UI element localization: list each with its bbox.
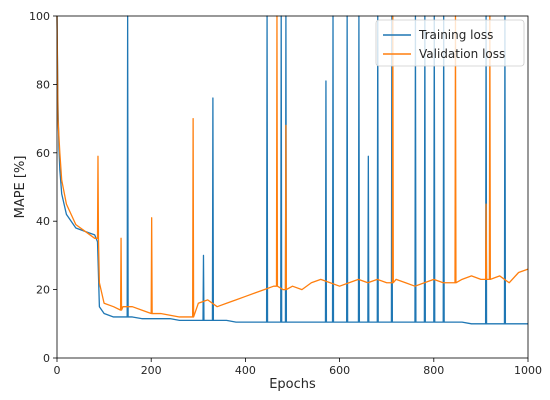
legend: Training loss Validation loss: [375, 19, 525, 67]
x-tick-label: 600: [329, 364, 350, 377]
legend-label-validation-loss: Validation loss: [419, 47, 505, 61]
y-axis-label: MAPE [%]: [13, 156, 28, 219]
x-tick-label: 400: [235, 364, 256, 377]
x-tick-label: 1000: [514, 364, 542, 377]
x-axis-label: Epochs: [269, 377, 316, 392]
plot-background: [57, 16, 528, 358]
y-axis: 0 20 40 60 80 100: [29, 10, 57, 365]
y-tick-label: 0: [43, 352, 50, 365]
plot-frame: [56, 15, 529, 359]
y-tick-label: 60: [36, 147, 50, 160]
y-tick-label: 100: [29, 10, 50, 23]
x-axis: 0 200 400 600 800 1000: [54, 358, 542, 377]
y-tick-label: 20: [36, 284, 50, 297]
series-line-training-loss: [56, 15, 528, 325]
legend-label-training-loss: Training loss: [418, 28, 493, 42]
y-tick-label: 80: [36, 78, 50, 91]
x-tick-label: 0: [54, 364, 61, 377]
legend-frame: [375, 19, 525, 67]
y-tick-label: 40: [36, 215, 50, 228]
x-tick-label: 800: [423, 364, 444, 377]
x-tick-label: 200: [141, 364, 162, 377]
